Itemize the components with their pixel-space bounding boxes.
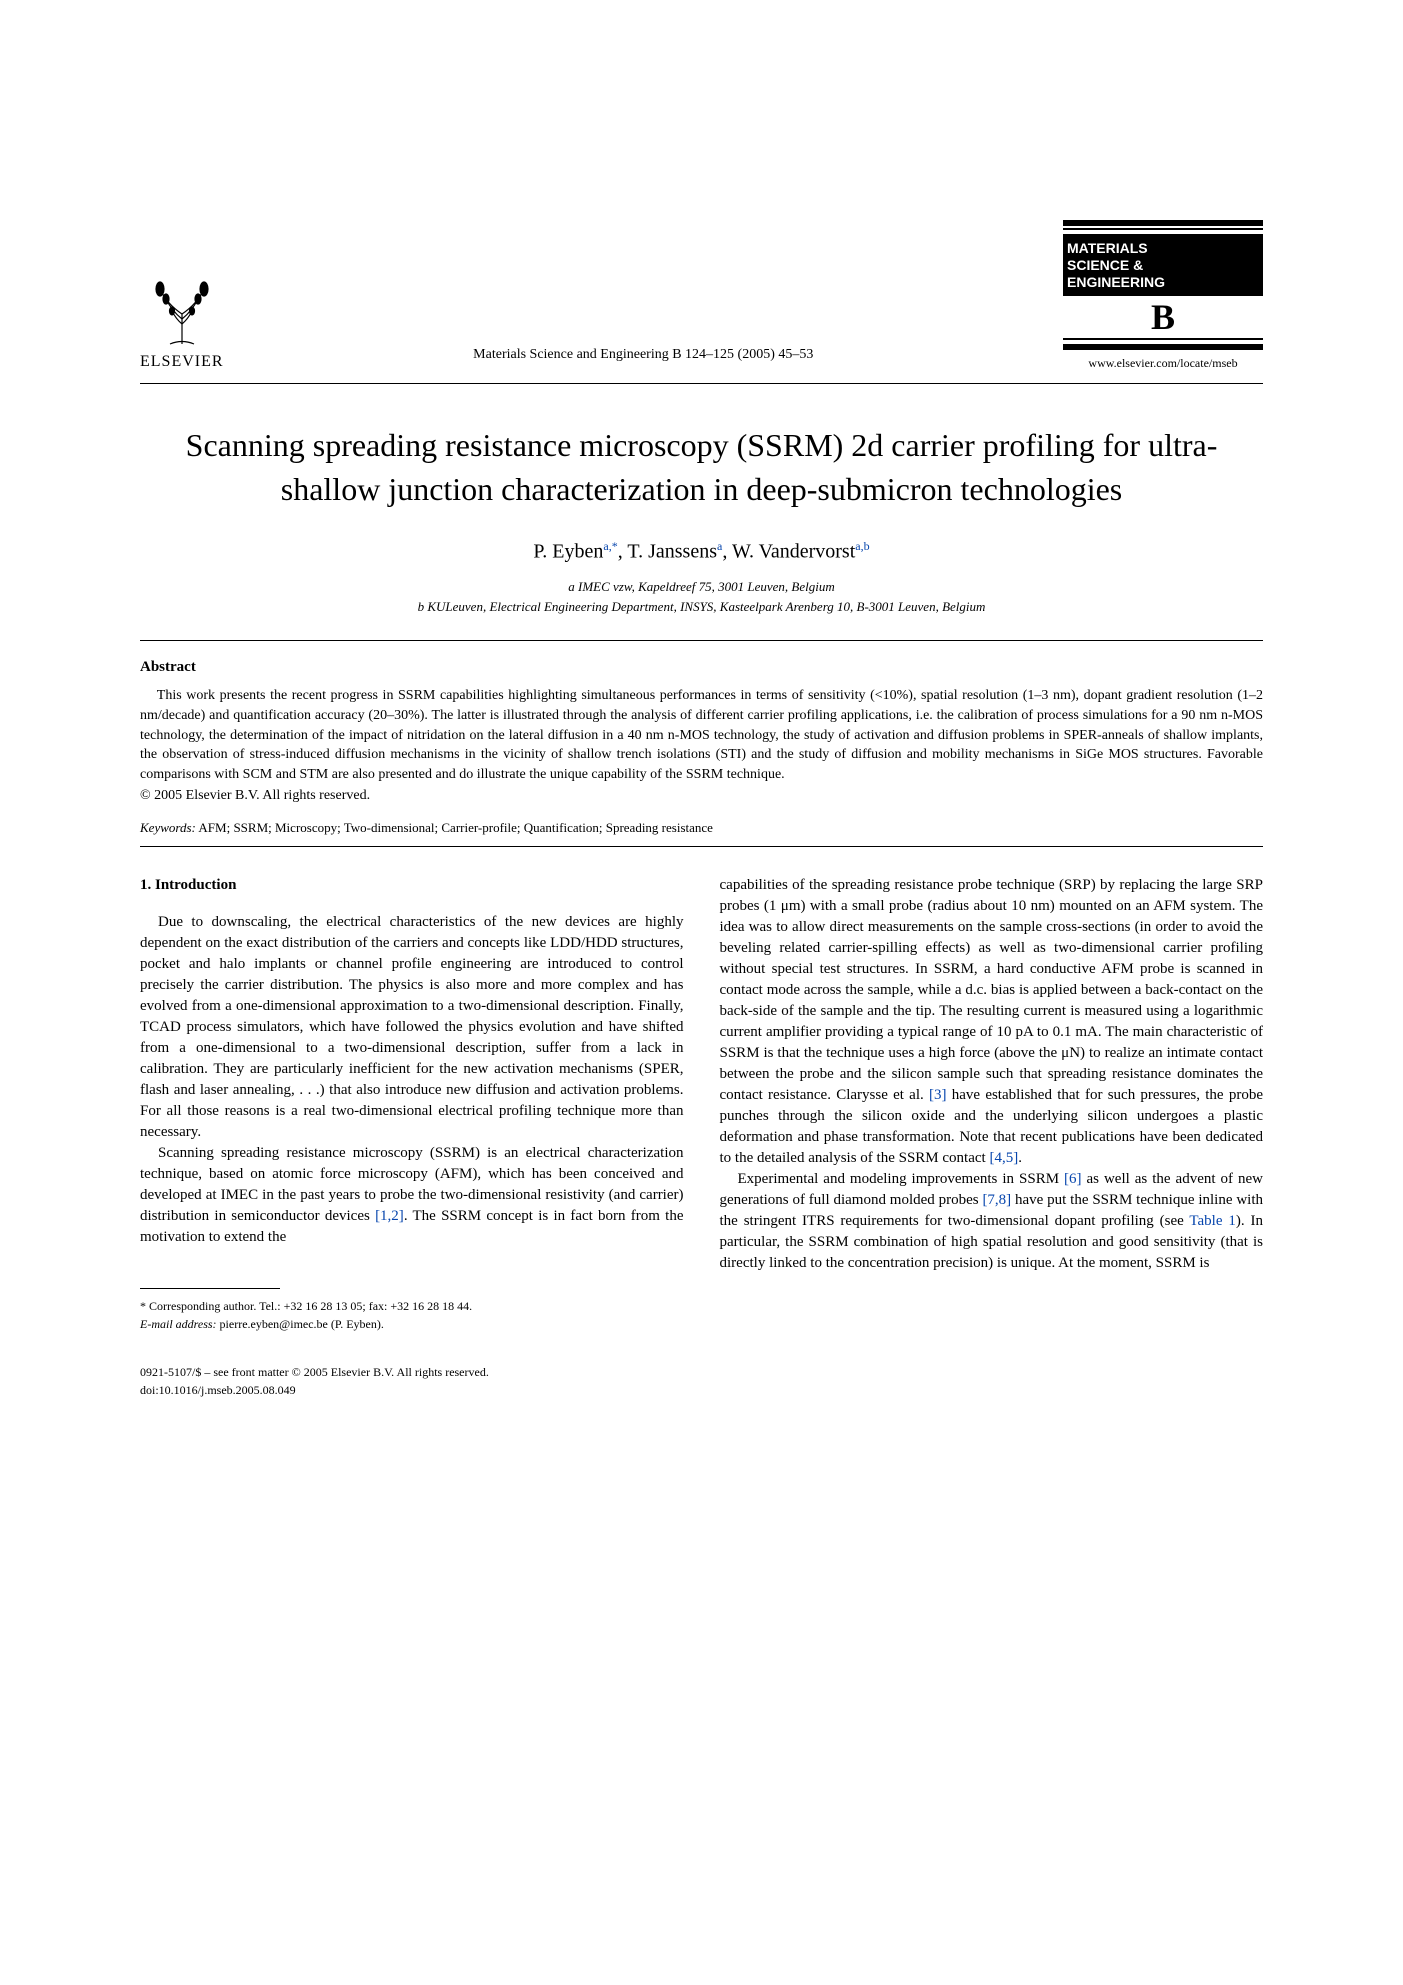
intro-p2: Scanning spreading resistance microscopy… (140, 1143, 684, 1248)
abstract-text: This work presents the recent progress i… (140, 686, 1263, 784)
article-title: Scanning spreading resistance microscopy… (140, 424, 1263, 510)
author-2-aff[interactable]: a (717, 539, 722, 553)
keywords-label: Keywords: (140, 820, 196, 835)
keywords-text: AFM; SSRM; Microscopy; Two-dimensional; … (198, 820, 713, 835)
abstract-copyright: © 2005 Elsevier B.V. All rights reserved… (140, 788, 1263, 804)
top-rule (140, 383, 1263, 384)
publisher-logo: ELSEVIER (140, 269, 224, 371)
header-row: ELSEVIER Materials Science and Engineeri… (140, 220, 1263, 371)
author-2: T. Janssens (627, 540, 717, 562)
body-columns: 1. Introduction Due to downscaling, the … (140, 875, 1263, 1399)
intro-p4: Experimental and modeling improvements i… (720, 1169, 1264, 1274)
abstract-heading: Abstract (140, 659, 1263, 676)
journal-logo-title: MATERIALS SCIENCE & ENGINEERING (1063, 234, 1263, 296)
footnote-email-label: E-mail address: (140, 1317, 217, 1331)
author-3: W. Vandervorst (732, 540, 855, 562)
journal-logo-line1: MATERIALS (1067, 240, 1148, 256)
journal-logo-letter: B (1063, 296, 1263, 338)
author-1: P. Eyben (533, 540, 603, 562)
column-right: capabilities of the spreading resistance… (720, 875, 1264, 1399)
doi-line2: doi:10.1016/j.mseb.2005.08.049 (140, 1381, 684, 1399)
footnote-email[interactable]: pierre.eyben@imec.be (P. Eyben). (220, 1317, 384, 1331)
affiliations: a IMEC vzw, Kapeldreef 75, 3001 Leuven, … (140, 577, 1263, 616)
intro-heading: 1. Introduction (140, 875, 684, 896)
ref-link-4-5[interactable]: [4,5] (989, 1150, 1018, 1166)
author-1-corr[interactable]: * (612, 539, 618, 553)
corresponding-footnote: * Corresponding author. Tel.: +32 16 28 … (140, 1297, 684, 1333)
journal-url[interactable]: www.elsevier.com/locate/mseb (1063, 356, 1263, 371)
intro-p1: Due to downscaling, the electrical chara… (140, 912, 684, 1143)
keywords: Keywords: AFM; SSRM; Microscopy; Two-dim… (140, 820, 1263, 836)
journal-logo: MATERIALS SCIENCE & ENGINEERING B www.el… (1063, 220, 1263, 371)
footnote-email-row: E-mail address: pierre.eyben@imec.be (P.… (140, 1315, 684, 1333)
rule-above-abstract (140, 640, 1263, 641)
ref-link-6[interactable]: [6] (1064, 1171, 1082, 1187)
ref-link-3[interactable]: [3] (929, 1087, 947, 1103)
journal-logo-line2: SCIENCE & (1067, 257, 1143, 273)
footnote-rule (140, 1288, 280, 1289)
ref-link-table1[interactable]: Table 1 (1189, 1213, 1235, 1229)
journal-reference: Materials Science and Engineering B 124–… (224, 347, 1063, 371)
doi-block: 0921-5107/$ – see front matter © 2005 El… (140, 1363, 684, 1399)
ref-link-1-2[interactable]: [1,2] (375, 1208, 404, 1224)
author-3-aff[interactable]: a,b (855, 539, 869, 553)
rule-below-keywords (140, 846, 1263, 847)
intro-p3: capabilities of the spreading resistance… (720, 875, 1264, 1169)
journal-logo-line3: ENGINEERING (1067, 274, 1165, 290)
affiliation-b: b KULeuven, Electrical Engineering Depar… (140, 597, 1263, 617)
ref-link-7-8[interactable]: [7,8] (982, 1192, 1011, 1208)
author-1-aff[interactable]: a, (603, 539, 611, 553)
footnote-corr: * Corresponding author. Tel.: +32 16 28 … (140, 1297, 684, 1315)
elsevier-tree-icon (142, 269, 222, 349)
column-left: 1. Introduction Due to downscaling, the … (140, 875, 684, 1399)
authors: P. Eybena,*, T. Janssensa, W. Vandervors… (140, 539, 1263, 564)
publisher-name: ELSEVIER (140, 353, 224, 371)
affiliation-a: a IMEC vzw, Kapeldreef 75, 3001 Leuven, … (140, 577, 1263, 597)
doi-line1: 0921-5107/$ – see front matter © 2005 El… (140, 1363, 684, 1381)
